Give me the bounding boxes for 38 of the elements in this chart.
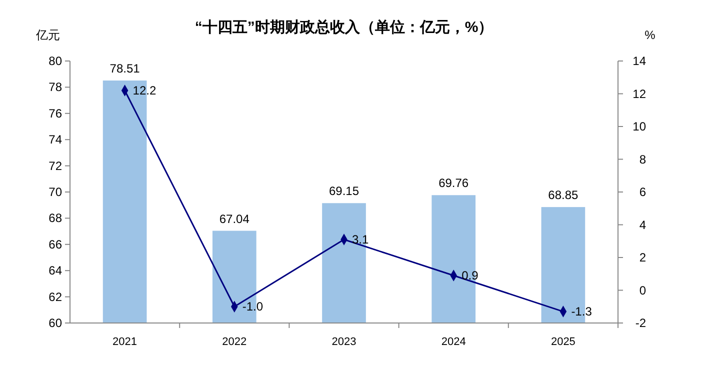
data-label: 12.2	[132, 83, 156, 98]
y-tick-label: 70	[48, 185, 62, 199]
y-tick-label: 76	[48, 106, 62, 120]
data-label: -1.3	[571, 304, 592, 319]
chart-title: “十四五”时期财政总收入（单位：亿元，%）	[194, 19, 494, 36]
y2-tick-label: 12	[632, 86, 646, 101]
y-tick-label: 64	[48, 264, 62, 278]
y2-tick-label: 10	[632, 120, 646, 134]
y-tick-label: 72	[48, 158, 62, 173]
y-tick-label: 68	[48, 211, 62, 226]
x-tick-label: 2024	[441, 336, 466, 348]
data-label: 68.85	[548, 188, 579, 202]
y-axis-title: 亿元	[35, 28, 60, 42]
y2-tick-label: 4	[639, 218, 646, 232]
y-tick-label: 66	[48, 237, 62, 252]
data-label: 69.76	[438, 176, 469, 190]
x-tick-label: 2023	[332, 336, 356, 348]
data-label: -1.0	[242, 300, 264, 314]
y-tick-label: 78	[48, 80, 62, 94]
y2-tick-label: 6	[639, 185, 646, 199]
y2-tick-label: -2	[635, 316, 646, 330]
data-label: 67.04	[219, 212, 250, 226]
y2-axis-title: %	[644, 28, 656, 42]
y2-tick-label: 14	[632, 54, 646, 68]
data-label: 0.9	[462, 268, 479, 283]
data-label: 3.1	[352, 232, 370, 246]
y2-tick-label: 0	[639, 283, 646, 298]
x-tick-label: 2022	[222, 336, 247, 348]
y-tick-label: 74	[48, 132, 62, 147]
data-label: 78.51	[110, 62, 140, 76]
y2-tick-label: 8	[639, 152, 646, 166]
x-tick-label: 2021	[112, 336, 138, 348]
y-tick-label: 60	[48, 316, 62, 330]
x-tick-label: 2025	[550, 336, 576, 348]
y2-tick-label: 2	[639, 250, 646, 264]
y-tick-label: 80	[48, 54, 62, 68]
data-label: 69.15	[328, 184, 360, 198]
y-tick-label: 62	[48, 290, 62, 304]
